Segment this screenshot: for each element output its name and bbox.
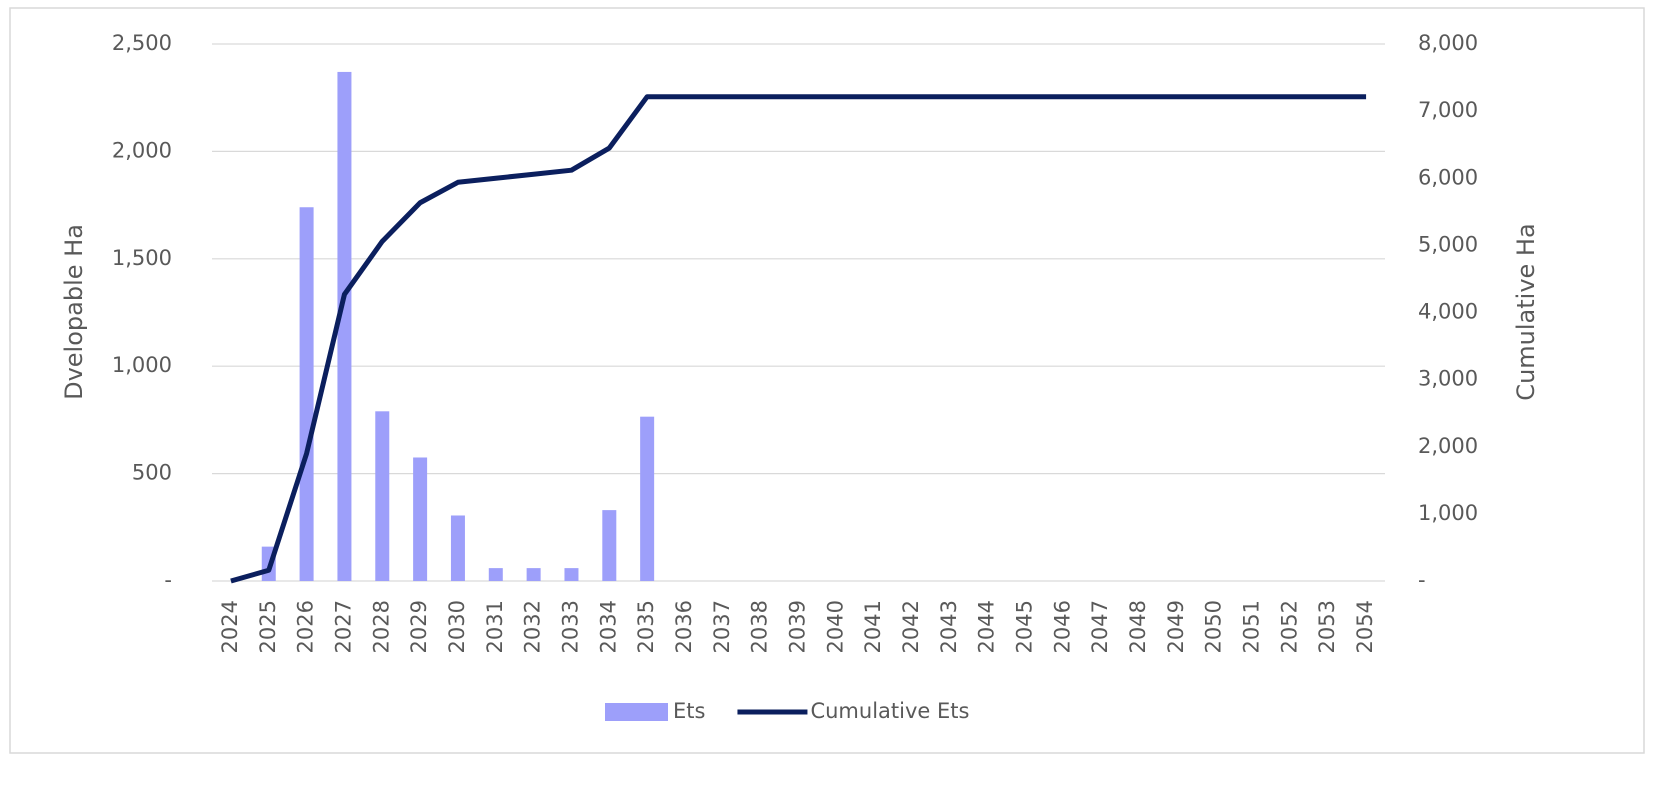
y-tick-label: 1,000 [112,353,172,377]
y2-tick-label: 1,000 [1418,501,1478,525]
bar [564,568,579,581]
x-tick-label: 2035 [634,600,658,653]
y2-tick-label: 6,000 [1418,165,1478,189]
x-tick-label: 2050 [1202,600,1226,653]
x-tick-label: 2046 [1050,600,1074,653]
legend-label: Cumulative Ets [810,699,969,723]
y2-tick-label: 8,000 [1418,31,1478,55]
y-tick-label: 1,500 [112,246,172,270]
y2-tick-label: - [1418,568,1426,592]
x-tick-label: 2024 [218,600,242,653]
x-tick-label: 2054 [1353,600,1377,653]
x-tick-label: 2041 [861,600,885,653]
y2-tick-label: 5,000 [1418,232,1478,256]
bar [526,568,541,581]
bar [337,71,352,581]
x-tick-label: 2052 [1277,600,1301,653]
line [230,94,1367,584]
x-tick-label: 2048 [1126,600,1150,653]
x-tick-label: 2047 [1088,600,1112,653]
x-tick-label: 2036 [672,600,696,653]
y2-tick-label: 4,000 [1418,300,1478,324]
x-tick-label: 2042 [899,600,923,653]
bar [413,457,428,581]
x-tick-label: 2029 [407,600,431,653]
x-tick-label: 2028 [369,600,393,653]
x-tick-label: 2044 [975,600,999,653]
bar [640,416,655,581]
x-tick-label: 2051 [1240,600,1264,653]
x-tick-label: 2038 [748,600,772,653]
x-tick-label: 2040 [823,600,847,653]
x-tick-label: 2043 [937,600,961,653]
y-tick-label: - [164,568,172,592]
x-tick-label: 2026 [294,600,318,653]
bar [450,515,465,581]
y-tick-label: 500 [132,461,172,485]
x-tick-label: 2053 [1315,600,1339,653]
bar [488,568,503,581]
legend-swatch [605,703,668,721]
y-tick-label: 2,500 [112,31,172,55]
x-tick-label: 2045 [1013,600,1037,653]
x-tick-label: 2049 [1164,600,1188,653]
x-tick-label: 2025 [256,600,280,653]
y2-axis-title: Cumulative Ha [1512,223,1540,400]
x-tick-label: 2030 [445,600,469,653]
bar [375,411,390,581]
x-tick-label: 2034 [596,600,620,653]
x-tick-label: 2032 [521,600,545,653]
chart-frame [9,7,1645,754]
bar [602,510,617,581]
y-tick-label: 2,000 [112,138,172,162]
x-tick-label: 2033 [558,600,582,653]
x-tick-label: 2039 [786,600,810,653]
y-axis-title: Dvelopable Ha [60,224,88,400]
y2-tick-label: 3,000 [1418,367,1478,391]
y2-tick-label: 7,000 [1418,98,1478,122]
x-tick-label: 2027 [331,600,355,653]
x-tick-label: 2037 [710,600,734,653]
legend-label: Ets [673,699,705,723]
y2-tick-label: 2,000 [1418,434,1478,458]
x-tick-label: 2031 [483,600,507,653]
bar [299,207,314,582]
